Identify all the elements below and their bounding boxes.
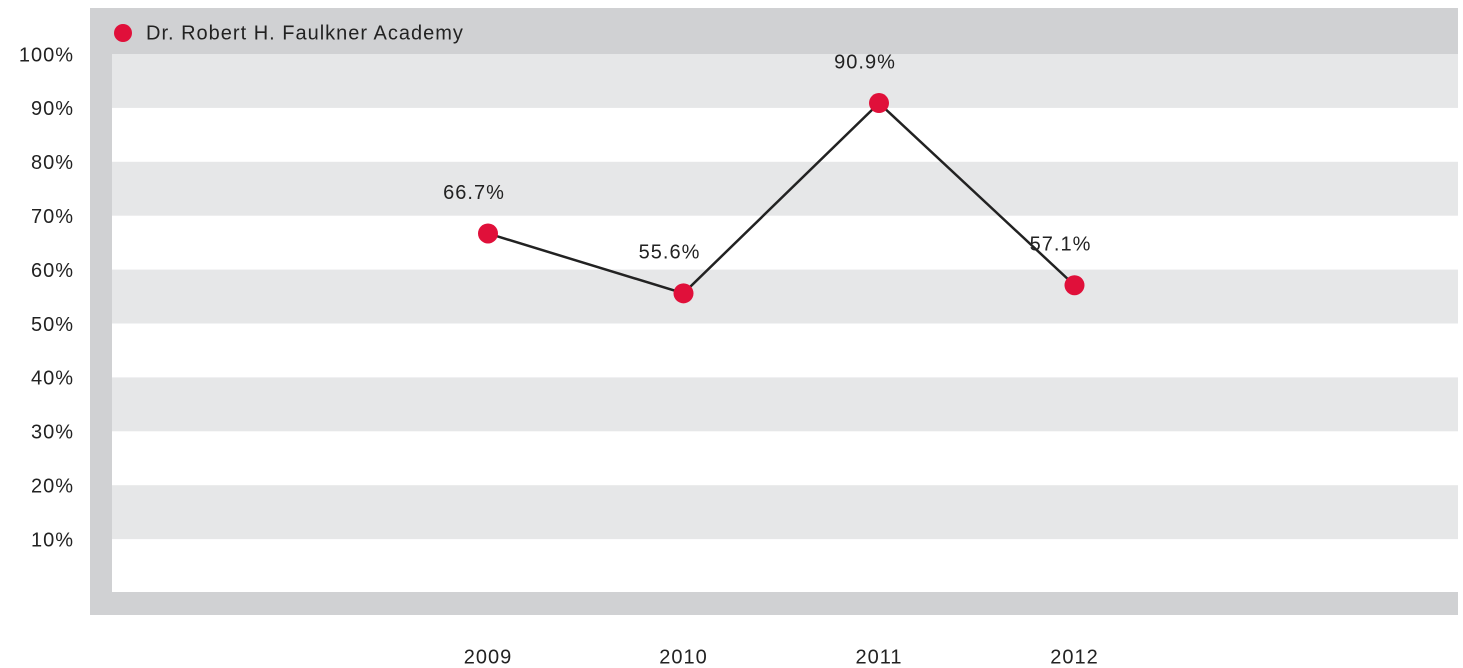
x-tick-label: 2009	[464, 646, 513, 668]
y-tick-label: 90%	[31, 98, 74, 120]
x-tick-label: 2010	[659, 646, 708, 668]
y-tick-label: 80%	[31, 152, 74, 174]
data-point	[869, 93, 889, 114]
data-label: 55.6%	[639, 242, 701, 264]
y-tick-label: 100%	[19, 44, 74, 66]
data-label: 57.1%	[1030, 234, 1092, 256]
y-tick-label: 70%	[31, 206, 74, 228]
grid-band	[112, 377, 1458, 432]
y-tick-label: 10%	[31, 529, 74, 551]
y-tick-label: 60%	[31, 260, 74, 282]
data-label: 90.9%	[834, 51, 896, 73]
y-tick-label: 40%	[31, 368, 74, 390]
legend-label: Dr. Robert H. Faulkner Academy	[146, 22, 464, 44]
series-line	[487, 101, 1076, 295]
data-point	[1064, 275, 1085, 296]
data-point	[478, 223, 498, 244]
x-tick-label: 2011	[855, 646, 902, 668]
y-tick-label: 50%	[31, 314, 74, 336]
y-tick-label: 20%	[31, 475, 74, 497]
legend-marker	[114, 24, 132, 42]
data-label: 66.7%	[443, 182, 505, 204]
grid-band	[112, 54, 1458, 108]
y-tick-label: 30%	[31, 422, 74, 444]
grid-band	[112, 485, 1458, 540]
data-point	[673, 283, 694, 304]
grid-band	[112, 269, 1458, 324]
grid-band	[112, 161, 1458, 216]
grid-bands	[112, 54, 1458, 540]
x-tick-label: 2012	[1050, 646, 1099, 668]
